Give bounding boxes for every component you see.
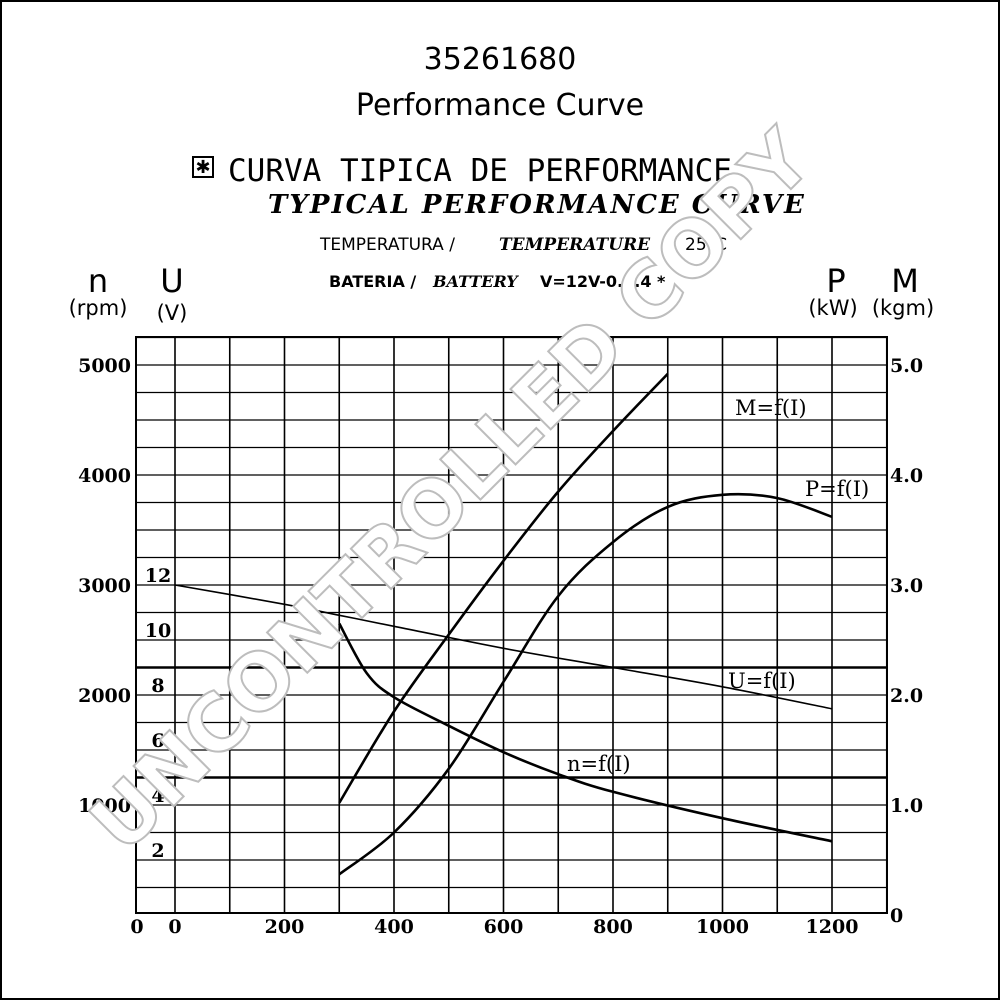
u-axis-unit: (V) xyxy=(157,301,188,325)
m-axis-unit: (kgm) xyxy=(872,296,934,320)
pm-tick-label: 3.0 xyxy=(890,575,923,597)
p-axis-unit: (kW) xyxy=(808,296,857,320)
pm-tick-label: 4.0 xyxy=(890,465,923,487)
n-axis-unit: (rpm) xyxy=(69,296,128,320)
pm-tick-label: 5.0 xyxy=(890,355,923,377)
heading-portuguese: CURVA TIPICA DE PERFORMANCE xyxy=(228,153,732,189)
n-tick-label: 2000 xyxy=(78,685,131,707)
x-tick-label: 1000 xyxy=(696,916,749,938)
n-tick-label: 3000 xyxy=(78,575,131,597)
x-tick-label: 0 xyxy=(168,916,181,938)
battery-label-en: BATTERY xyxy=(432,272,519,291)
series-line-n xyxy=(339,624,832,842)
temperature-label-pt: TEMPERATURA / xyxy=(319,235,455,255)
x-tick-label: 1200 xyxy=(806,916,859,938)
pm-tick-label: 0 xyxy=(890,905,903,927)
series-label-n: n=f(I) xyxy=(567,752,631,776)
p-axis-symbol: P xyxy=(826,262,845,300)
pm-tick-label: 1.0 xyxy=(890,795,923,817)
x-tick-label: 800 xyxy=(593,916,633,938)
series-label-p: P=f(I) xyxy=(805,477,869,501)
n-tick-label: 5000 xyxy=(78,355,131,377)
n-axis-symbol: n xyxy=(88,262,108,300)
x-tick-label: 200 xyxy=(265,916,305,938)
n-tick-label: 4000 xyxy=(78,465,131,487)
m-axis-symbol: M xyxy=(891,262,919,300)
series-label-u: U=f(I) xyxy=(728,669,796,693)
u-axis-symbol: U xyxy=(160,262,183,300)
asterisk-icon: ✱ xyxy=(195,157,210,178)
series-label-m: M=f(I) xyxy=(735,396,807,420)
u-tick-label: 8 xyxy=(151,675,164,697)
watermark: UNCONTROLLED COPY xyxy=(74,113,831,870)
battery-label-pt: BATERIA / xyxy=(329,272,416,291)
u-tick-label: 10 xyxy=(145,620,171,642)
pm-tick-label: 2.0 xyxy=(890,685,923,707)
u-tick-label: 12 xyxy=(145,565,171,587)
x-tick-label: 400 xyxy=(374,916,414,938)
x-tick-label: 600 xyxy=(484,916,524,938)
x-origin-label: 0 xyxy=(130,916,143,938)
